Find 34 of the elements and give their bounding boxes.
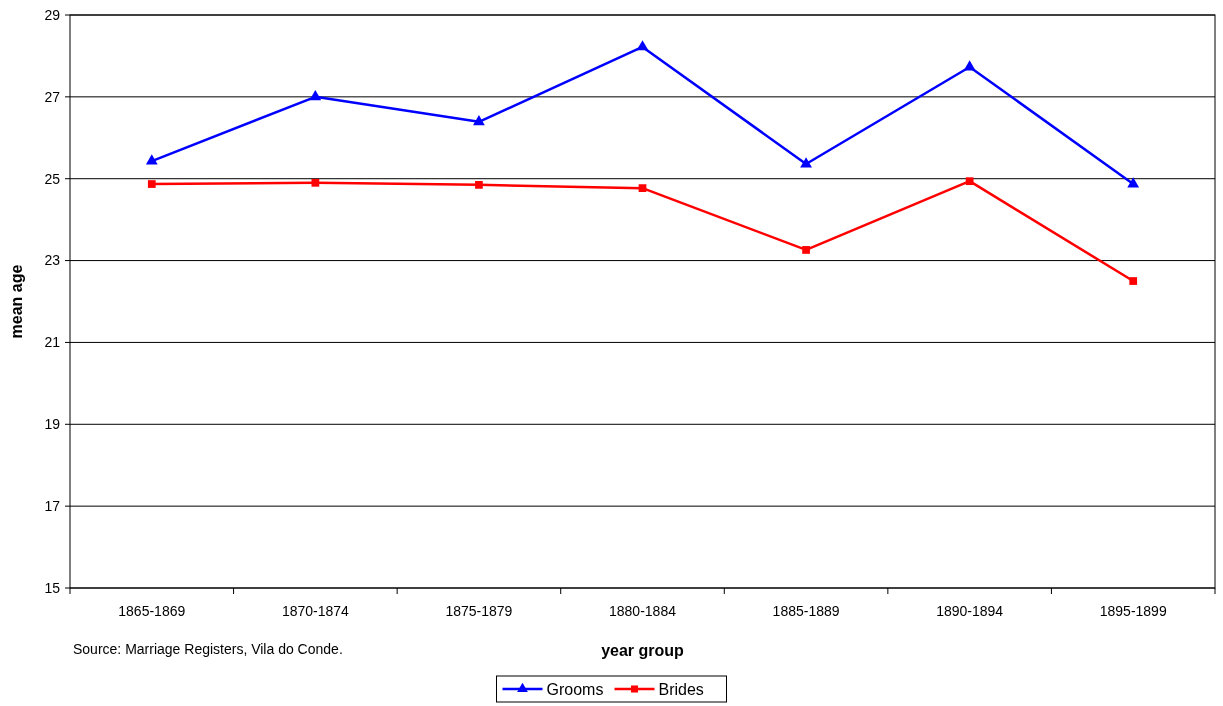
point bbox=[638, 184, 647, 192]
point bbox=[147, 180, 156, 188]
x-tick-label: 1875-1879 bbox=[445, 603, 513, 619]
legend-label: Grooms bbox=[546, 680, 604, 698]
y-tick-label: 21 bbox=[44, 334, 61, 351]
source-note: Source: Marriage Registers, Vila do Conde. bbox=[73, 641, 343, 657]
x-tick-label: 1895-1899 bbox=[1099, 603, 1167, 619]
point bbox=[311, 178, 320, 187]
point bbox=[1129, 277, 1138, 285]
point bbox=[800, 157, 812, 168]
x-tick-label: 1890-1894 bbox=[936, 603, 1004, 619]
point bbox=[473, 115, 485, 126]
y-tick-label: 25 bbox=[44, 170, 61, 187]
x-axis-title: year group bbox=[601, 642, 685, 659]
point bbox=[475, 180, 483, 189]
y-axis-title: mean age bbox=[8, 264, 25, 339]
point bbox=[309, 90, 322, 101]
point bbox=[963, 60, 976, 71]
point bbox=[636, 40, 649, 51]
y-tick-label: 27 bbox=[44, 88, 61, 105]
x-tick-label: 1880-1884 bbox=[609, 603, 677, 619]
y-tick-label: 23 bbox=[44, 252, 61, 269]
y-tick-label: 29 bbox=[44, 6, 61, 23]
x-tick-label: 1885-1889 bbox=[772, 603, 840, 619]
point bbox=[965, 177, 974, 186]
x-tick-label: 1865-1869 bbox=[118, 603, 186, 619]
point bbox=[1127, 177, 1140, 188]
point bbox=[145, 154, 158, 165]
x-tick-label: 1870-1874 bbox=[281, 603, 350, 619]
point bbox=[802, 246, 810, 254]
legend-label: Brides bbox=[658, 680, 704, 698]
y-tick-label: 17 bbox=[44, 498, 61, 515]
y-tick-label: 19 bbox=[44, 416, 61, 433]
y-tick-label: 15 bbox=[44, 579, 61, 596]
